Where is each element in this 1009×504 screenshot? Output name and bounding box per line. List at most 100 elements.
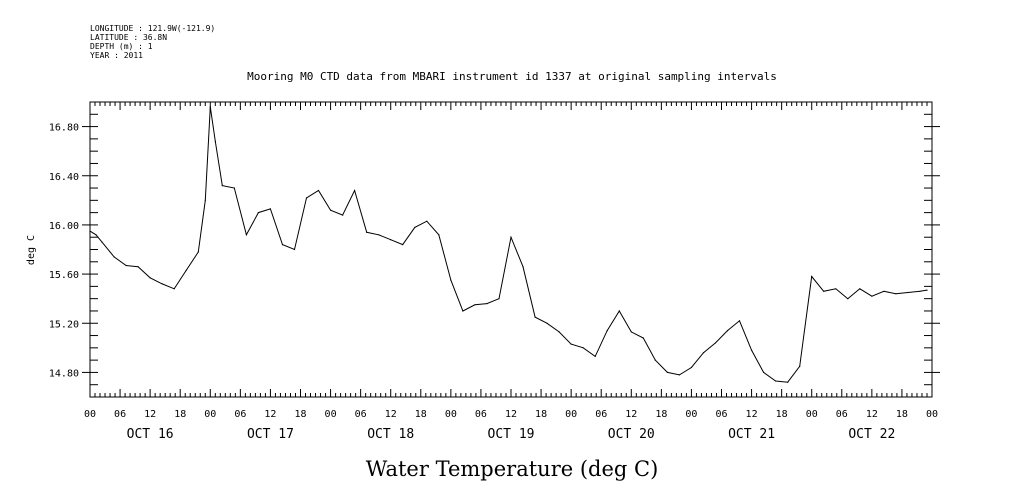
x-axis-label: Water Temperature (deg C) [366, 457, 659, 481]
data-point [763, 371, 765, 373]
data-point [161, 283, 163, 285]
x-day-label: OCT 22 [848, 427, 895, 442]
x-day-label: OCT 16 [127, 427, 174, 442]
data-point [714, 342, 717, 344]
data-point [173, 288, 175, 290]
data-point [209, 106, 211, 108]
y-axis: 14.80 15.20 15.60 16.00 16.40 16.80 [49, 113, 940, 386]
x-day-label: OCT 19 [488, 427, 535, 442]
data-point [678, 374, 681, 376]
data-point [390, 239, 392, 241]
data-point [330, 209, 332, 211]
y-tick-label: 16.40 [49, 172, 79, 183]
data-point [582, 347, 584, 349]
y-tick-label: 14.80 [49, 368, 79, 379]
data-point [751, 349, 753, 351]
data-point [895, 293, 897, 295]
data-point [233, 187, 235, 189]
x-hour-label: 12 [625, 409, 637, 420]
data-point [354, 189, 356, 192]
x-hour-label: 18 [415, 409, 427, 420]
series-layer [89, 106, 928, 383]
data-point [907, 291, 909, 294]
x-hour-label: 00 [84, 409, 96, 420]
y-tick-label: 15.20 [49, 319, 79, 330]
data-point [690, 366, 693, 369]
data-point [654, 359, 656, 361]
x-hour-label: 18 [174, 409, 186, 420]
x-hour-label: 18 [294, 409, 306, 420]
latitude-label: LATITUDE : 36.8N [90, 33, 167, 42]
data-point [606, 330, 608, 332]
x-day-label: OCT 17 [247, 427, 294, 442]
x-hour-label: 06 [114, 409, 126, 420]
data-point [414, 226, 416, 228]
data-point [402, 244, 404, 246]
data-point [926, 289, 928, 291]
data-point [149, 277, 151, 279]
data-point [450, 279, 452, 281]
data-point [534, 316, 536, 318]
data-point [726, 330, 729, 332]
data-point [486, 303, 488, 305]
data-point [89, 230, 91, 232]
data-point [366, 231, 368, 233]
year-label: YEAR : 2011 [90, 51, 143, 60]
x-hour-label: 18 [535, 409, 547, 420]
x-hour-label: 00 [204, 409, 216, 420]
data-point [125, 264, 127, 267]
data-point [474, 304, 476, 306]
data-point [95, 234, 97, 236]
data-point [702, 352, 705, 354]
x-axis: 00 06 12 18 00 06 12 18 00 06 12 18 00 06 12 18 00 06 12 18… [84, 102, 938, 442]
data-point [919, 290, 921, 292]
x-hour-label: 18 [776, 409, 788, 420]
x-hour-label: 06 [595, 409, 607, 420]
data-point [257, 212, 259, 214]
x-day-label: OCT 20 [608, 427, 655, 442]
data-point [281, 244, 284, 246]
data-point [342, 214, 344, 216]
series-line [89, 106, 928, 383]
x-hour-label: 06 [836, 409, 848, 420]
data-point [426, 220, 428, 222]
data-point [204, 199, 206, 201]
data-point [197, 251, 199, 253]
depth-label: DEPTH (m) : 1 [90, 42, 153, 51]
x-hour-label: 00 [926, 409, 938, 420]
data-point [630, 331, 632, 333]
data-point [558, 331, 560, 333]
y-tick-label: 16.00 [49, 221, 79, 232]
x-hour-label: 12 [746, 409, 758, 420]
x-hour-label: 00 [806, 409, 818, 420]
data-point [214, 140, 216, 142]
x-hour-label: 18 [896, 409, 908, 420]
data-point [101, 241, 103, 243]
data-point [775, 380, 777, 382]
data-point [221, 185, 223, 187]
x-hour-label: 06 [355, 409, 367, 420]
x-day-label: OCT 18 [367, 427, 414, 442]
data-point [378, 234, 380, 236]
data-point [859, 288, 861, 290]
x-hour-label: 00 [685, 409, 697, 420]
data-point [317, 189, 320, 192]
data-point [522, 266, 524, 268]
x-hour-label: 00 [445, 409, 457, 420]
data-point [462, 310, 464, 312]
data-point [245, 234, 247, 236]
y-axis-label: deg C [26, 235, 37, 265]
data-point [293, 248, 296, 251]
x-hour-label: 12 [505, 409, 517, 420]
x-hour-label: 06 [234, 409, 246, 420]
x-hour-label: 12 [866, 409, 878, 420]
data-point [642, 337, 644, 339]
data-point [185, 269, 187, 271]
data-point [835, 288, 837, 290]
data-point [269, 208, 271, 210]
x-hour-label: 18 [655, 409, 667, 420]
data-point [883, 290, 885, 292]
x-hour-label: 12 [385, 409, 397, 420]
data-point [438, 234, 440, 236]
